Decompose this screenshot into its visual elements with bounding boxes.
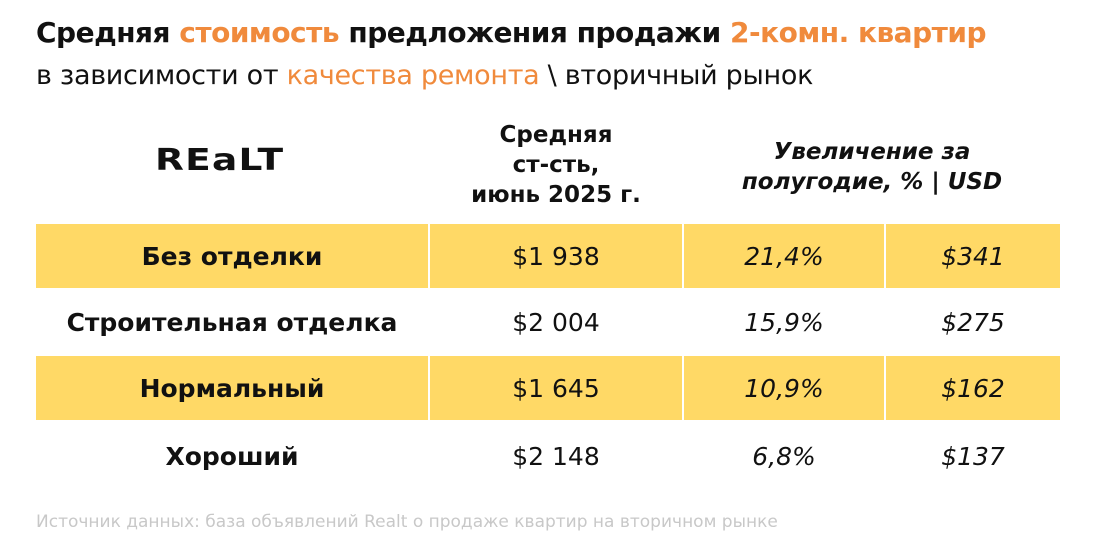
cell-usd: $275	[941, 307, 1005, 337]
cell-price: $2 004	[512, 307, 600, 337]
cell-price: $1 938	[430, 224, 682, 288]
cell-price: $1 645	[430, 356, 682, 420]
header-price: Средняя ст-сть, июнь 2025 г.	[430, 120, 682, 210]
cell-label: Нормальный	[36, 356, 428, 420]
cell-label: Без отделки	[36, 224, 428, 288]
header-increase: Увеличение за полугодие, % | USD	[684, 137, 1060, 197]
title-highlight: стоимость	[179, 16, 340, 49]
cell-label: Строительная отделка	[66, 307, 398, 337]
cell-usd: $162	[886, 356, 1060, 420]
cell-label: Хороший	[165, 441, 299, 471]
cell-price: $2 148	[512, 441, 600, 471]
subtitle-part: в зависимости от	[36, 60, 287, 91]
cell-usd: $137	[941, 441, 1005, 471]
subtitle-part: \ вторичный рынок	[539, 60, 814, 91]
cell-pct: 15,9%	[744, 307, 824, 337]
source-note: Источник данных: база объявлений Realt о…	[36, 512, 778, 532]
header-line: ст-сть,	[512, 152, 600, 178]
title-part: Средняя	[36, 16, 180, 49]
subtitle: в зависимости от качества ремонта \ втор…	[36, 60, 813, 91]
title-highlight: 2-комн. квартир	[730, 16, 987, 49]
title-part: предложения продажи	[339, 16, 730, 49]
header-line: Увеличение за	[773, 139, 971, 165]
cell-pct: 21,4%	[684, 224, 884, 288]
cell-pct: 10,9%	[684, 356, 884, 420]
header-line: июнь 2025 г.	[471, 182, 641, 208]
header-line: полугодие, % | USD	[741, 169, 1003, 195]
subtitle-highlight: качества ремонта	[286, 60, 540, 91]
cell-pct: 6,8%	[752, 441, 816, 471]
cell-usd: $341	[886, 224, 1060, 288]
header-line: Средняя	[499, 122, 613, 148]
title: Средняя стоимость предложения продажи 2-…	[36, 16, 987, 49]
realt-logo: REaLT	[155, 143, 285, 178]
